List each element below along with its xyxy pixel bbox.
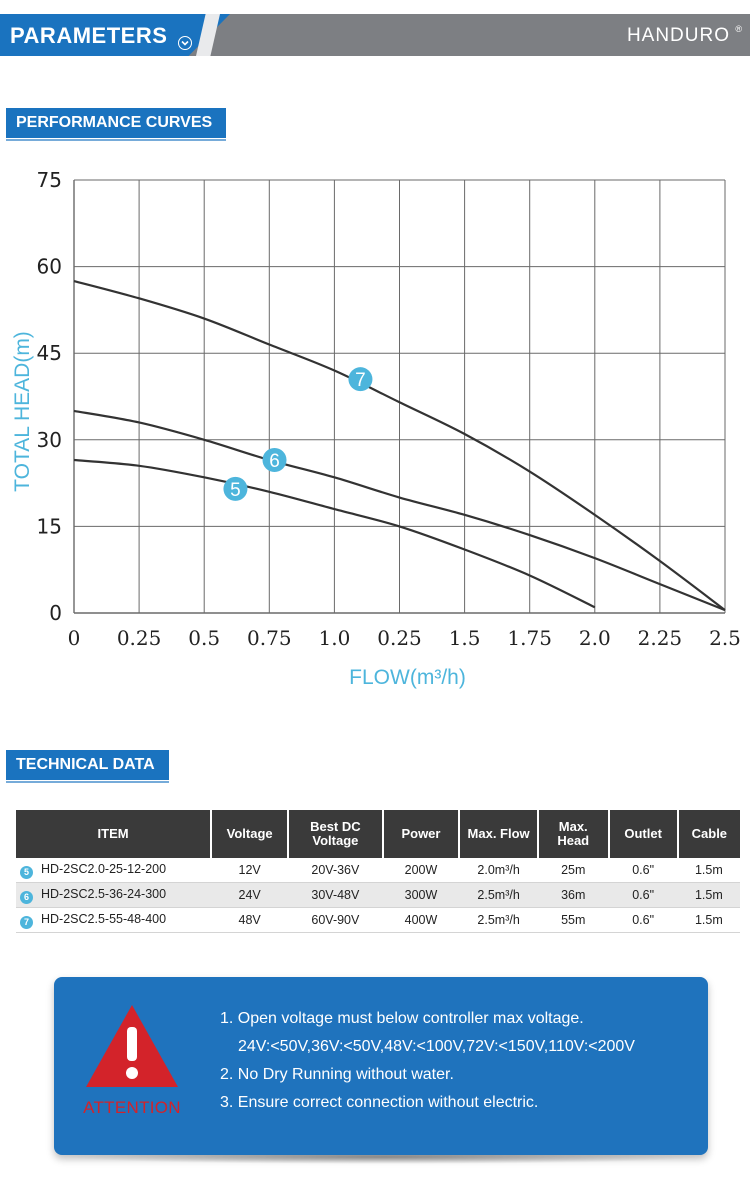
attention-box: ATTENTION 1. Open voltage must below con… (54, 977, 708, 1155)
technical-data-table: ITEM Voltage Best DC Voltage Power Max. … (16, 810, 740, 933)
page-title: PARAMETERS (10, 23, 168, 48)
performance-chart: 0 0.25 0.5 0.75 1.0 0.25 1.5 1.75 2.0 2.25 2.5 0 15 3… (11, 168, 741, 689)
cell-cable: 1.5m (677, 858, 740, 883)
series-marker-7 (348, 367, 373, 392)
cell-best-dc: 30V-48V (288, 882, 383, 908)
y-tick-label: 15 (37, 514, 62, 538)
cell-outlet: 0.6" (608, 858, 678, 883)
cell-item: 7 HD-2SC2.5-55-48-400 (16, 907, 212, 933)
series-line-6 (73, 409, 726, 612)
col-cable: Cable (677, 810, 740, 858)
section-technical-data: TECHNICAL DATA (6, 750, 169, 783)
series-marker: 5 (20, 865, 33, 879)
series-line-7 (73, 279, 726, 611)
cell-best-dc: 20V-36V (288, 858, 383, 883)
series-marker-5 (223, 476, 248, 501)
series-line-5 (73, 458, 596, 609)
cell-voltage: 48V (211, 907, 289, 933)
col-best-dc-voltage: Best DC Voltage (288, 810, 384, 858)
cell-outlet: 0.6" (608, 882, 678, 908)
series-label-6: 6 (269, 451, 280, 472)
chevron-down-icon (178, 36, 192, 50)
item-model: HD-2SC2.0-25-12-200 (41, 861, 167, 876)
cell-power: 400W (382, 907, 460, 933)
cell-item: 5 HD-2SC2.0-25-12-200 (16, 858, 212, 883)
item-model: HD-2SC2.5-55-48-400 (41, 911, 167, 926)
banner-accent (0, 14, 230, 56)
series-label-5: 5 (230, 480, 241, 501)
x-tick-label: 0.25 (377, 626, 422, 650)
attention-line-3: 2. No Dry Running without water. (220, 1066, 454, 1083)
col-item: ITEM (16, 810, 213, 858)
cell-head: 55m (537, 907, 609, 933)
col-max-head: Max. Head (537, 810, 610, 858)
cell-power: 200W (382, 858, 460, 883)
table-row: 5 HD-2SC2.0-25-12-200 12V 20V-36V 200W 2.… (16, 858, 740, 883)
attention-line-2: 24V:<50V,36V:<50V,48V:<100V,72V:<150V,11… (238, 1038, 635, 1055)
x-tick-label: 0.25 (117, 626, 162, 650)
x-tick-label: 1.0 (318, 626, 350, 650)
series-marker-6 (262, 448, 287, 473)
x-tick-label: 2.25 (638, 626, 683, 650)
cell-head: 25m (537, 858, 609, 883)
series-marker: 6 (20, 890, 33, 904)
x-tick-label: 1.5 (449, 626, 481, 650)
attention-line-1: 1. Open voltage must below controller ma… (220, 1010, 584, 1027)
y-tick-label: 60 (37, 255, 62, 279)
x-tick-label: 0.75 (247, 626, 292, 650)
table-header-row: ITEM Voltage Best DC Voltage Power Max. … (16, 810, 740, 858)
y-tick-label: 75 (37, 168, 62, 192)
header-banner: PARAMETERS HANDURO ® (0, 14, 750, 56)
warning-icon (86, 1005, 178, 1087)
x-axis-label: FLOW(m³/h) (349, 666, 466, 689)
y-axis-label: TOTAL HEAD(m) (11, 331, 34, 492)
y-tick-label: 45 (37, 341, 62, 365)
table-row: 6 HD-2SC2.5-36-24-300 24V 30V-48V 300W 2.… (16, 882, 740, 908)
cell-voltage: 12V (211, 858, 289, 883)
attention-label: ATTENTION (83, 1098, 181, 1117)
col-outlet: Outlet (608, 810, 679, 858)
cell-flow: 2.5m³/h (459, 907, 538, 933)
cell-best-dc: 60V-90V (288, 907, 383, 933)
cell-head: 36m (537, 882, 609, 908)
x-tick-label: 1.75 (507, 626, 552, 650)
item-model: HD-2SC2.5-36-24-300 (41, 886, 167, 901)
col-max-flow: Max. Flow (459, 810, 539, 858)
cell-flow: 2.5m³/h (459, 882, 538, 908)
x-tick-label: 2.0 (579, 626, 611, 650)
cell-outlet: 0.6" (608, 907, 678, 933)
cell-power: 300W (382, 882, 460, 908)
section-performance-curves: PERFORMANCE CURVES (6, 108, 227, 141)
cell-voltage: 24V (211, 882, 289, 908)
col-power: Power (382, 810, 461, 858)
attention-line-4: 3. Ensure correct connection without ele… (220, 1094, 539, 1111)
cell-cable: 1.5m (677, 882, 740, 908)
cell-item: 6 HD-2SC2.5-36-24-300 (16, 882, 212, 908)
cell-flow: 2.0m³/h (459, 858, 538, 883)
series-label-7: 7 (355, 370, 366, 391)
col-voltage: Voltage (211, 810, 290, 858)
series-marker: 7 (20, 915, 33, 929)
x-tick-label: 0.5 (188, 626, 220, 650)
table-row: 7 HD-2SC2.5-55-48-400 48V 60V-90V 400W 2.… (16, 907, 740, 933)
y-tick-label: 0 (49, 601, 62, 625)
x-tick-label: 2.5 (709, 626, 741, 650)
x-tick-label: 0 (68, 626, 81, 650)
cell-cable: 1.5m (677, 907, 740, 933)
brand-logo: HANDURO (626, 25, 730, 46)
registered-mark: ® (735, 24, 742, 34)
y-tick-label: 30 (37, 428, 62, 452)
